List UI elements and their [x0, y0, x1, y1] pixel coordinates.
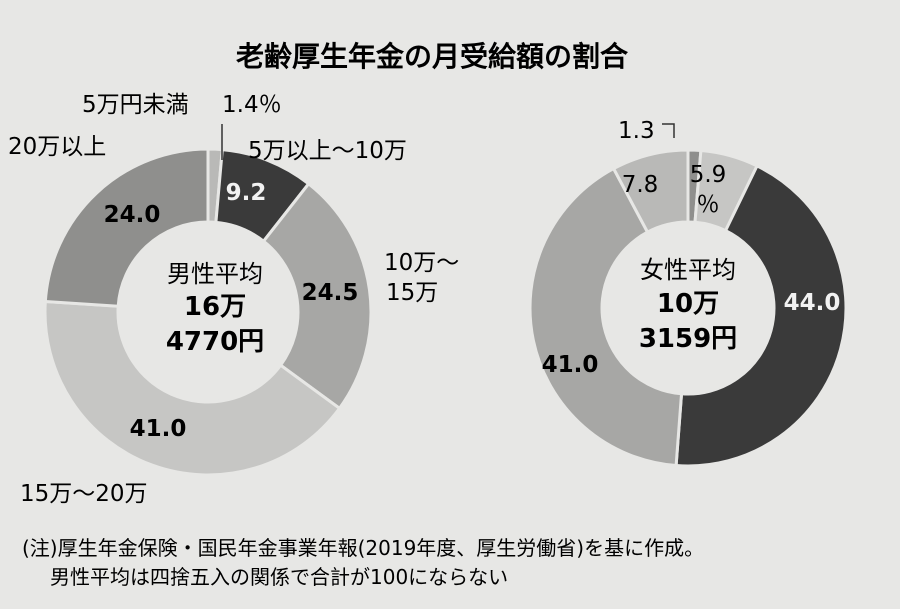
male-center-line2: 16万	[184, 292, 246, 322]
male-category-label-2a: 10万～	[384, 250, 459, 276]
donut-male	[43, 147, 373, 477]
male-category-label-1: 5万以上～10万	[248, 138, 407, 164]
female-value-label-1b: ％	[697, 192, 720, 218]
male-value-label-3: 41.0	[130, 416, 187, 442]
female-slice-2	[674, 163, 848, 468]
female-center-line1: 女性平均	[640, 256, 736, 284]
female-slice-3	[528, 166, 684, 468]
female-value-label-2: 44.0	[784, 290, 841, 316]
male-slice-4	[43, 147, 210, 308]
male-value-label-4: 24.0	[104, 202, 161, 228]
female-value-label-0: 1.3	[618, 118, 655, 144]
male-value-label-1: 9.2	[226, 180, 267, 206]
note-line-2: 男性平均は四捨五入の関係で合計が100にならない	[50, 565, 508, 589]
female-value-label-3: 41.0	[542, 352, 599, 378]
male-category-label-3: 15万～20万	[20, 481, 148, 507]
donut-female	[528, 148, 848, 468]
female-slice-4	[611, 148, 690, 235]
female-value-label-4: 7.8	[622, 172, 659, 198]
male-center-line3: 4770円	[166, 327, 264, 357]
male-slice-3	[43, 299, 342, 477]
male-category-label-4: 20万以上	[8, 134, 106, 160]
male-category-label-0: 5万円未満	[82, 92, 189, 118]
male-slice-2	[261, 181, 373, 411]
female-center-label: 女性平均 10万 3159円	[639, 256, 737, 354]
female-center-line3: 3159円	[639, 324, 737, 354]
male-category-label-2b: 15万	[386, 280, 438, 306]
chart-title: 老齢厚生年金の月受給額の割合	[236, 40, 629, 73]
female-value-label-1a: 5.9	[690, 162, 727, 188]
male-center-line1: 男性平均	[167, 260, 263, 288]
female-leader-line-0	[662, 123, 675, 138]
note-line-1: (注)厚生年金保険・国民年金事業年報(2019年度、厚生労働省)を基に作成。	[22, 536, 704, 560]
male-value-label-2: 24.5	[302, 280, 359, 306]
female-center-line2: 10万	[657, 289, 719, 319]
male-center-label: 男性平均 16万 4770円	[166, 260, 264, 357]
male-value-label-0: 1.4％	[222, 92, 282, 118]
